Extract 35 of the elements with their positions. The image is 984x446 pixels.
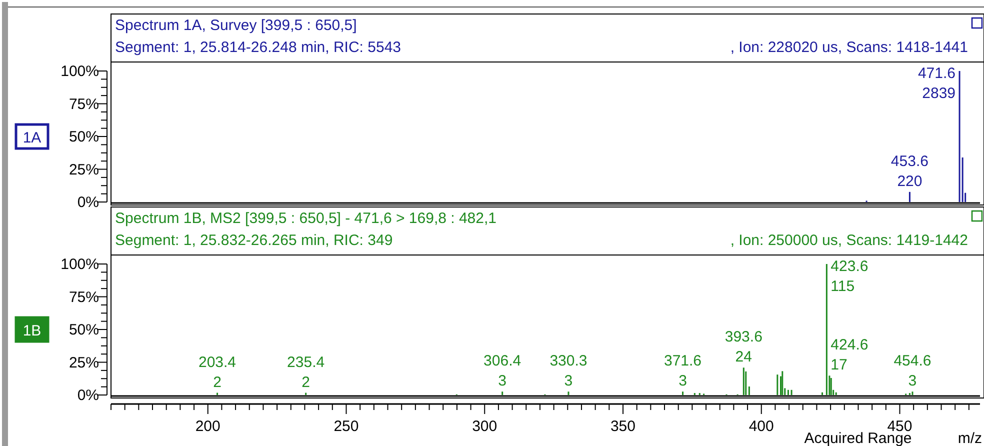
y-tick-label: 25% — [68, 354, 99, 372]
text: , Ion: 250000 us, Scans: 1419-1442 — [730, 232, 968, 249]
x-tick-label: 250 — [334, 418, 359, 435]
chart-title: Spectrum 1B, MS2 [399,5 : 650,5] - 471,6 > 169,8 : 482,1 — [115, 210, 496, 227]
chart-subtitle: Segment: 1, 25.814-26.248 min, RIC: 5543 — [115, 39, 402, 56]
y-tick-label: 100% — [60, 256, 99, 273]
annotation: 203.4 2 — [198, 354, 236, 391]
annotation: 471.6 2839 — [918, 65, 956, 102]
x-tick-label: 400 — [748, 418, 774, 435]
x-tick-label: 300 — [472, 418, 498, 435]
chart-subtitle: Segment: 1, 25.832-26.265 min, RIC: 349 — [115, 232, 393, 249]
annotation: 393.6 24 — [724, 328, 762, 366]
y-tick-label: 100% — [60, 63, 99, 80]
annotation: 423.6 115 — [830, 258, 868, 295]
annotation: 330.3 3 — [550, 352, 588, 390]
annotation: 306.4 3 — [484, 352, 522, 390]
text: , Ion: 228020 us, Scans: 1418-1441 — [730, 39, 968, 56]
y-tick-label: 50% — [68, 322, 99, 338]
x-axis-title: m/z — [958, 430, 982, 446]
text: 1A — [22, 130, 42, 146]
y-tick-label: 0% — [77, 387, 99, 404]
annotation: 453.6 220 — [890, 152, 928, 190]
chart-title: Spectrum 1A, Survey [399,5 : 650,5] — [115, 17, 357, 34]
annotation: 424.6 17 — [830, 336, 868, 374]
text: 1B — [22, 322, 42, 340]
annotation: 235.4 2 — [287, 354, 325, 391]
annotation: 454.6 3 — [894, 352, 932, 390]
annotation: 371.6 3 — [664, 352, 702, 390]
y-tick-label: 75% — [68, 96, 99, 113]
y-tick-label: 0% — [77, 194, 99, 211]
x-tick-label: 200 — [195, 418, 220, 435]
y-tick-label: 50% — [68, 128, 99, 146]
x-tick-label: 350 — [610, 418, 636, 435]
y-tick-label: 25% — [68, 161, 99, 178]
y-tick-label: 75% — [68, 288, 99, 306]
